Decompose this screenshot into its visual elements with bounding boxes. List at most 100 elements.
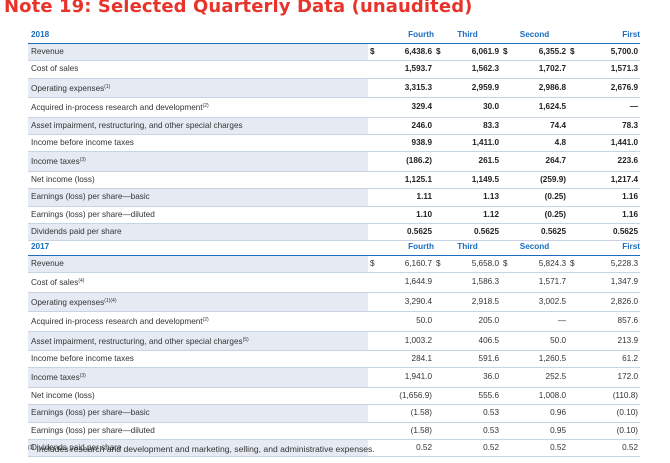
currency-symbol — [501, 439, 514, 458]
cell-value-second: 1,702.7 — [513, 60, 569, 79]
currency-symbol — [368, 78, 380, 99]
quarter-header-fourth: Fourth — [368, 26, 435, 44]
cell-value-first: 172.0 — [580, 367, 641, 388]
currency-symbol: $ — [368, 255, 380, 274]
cell-value-fourth: (1.58) — [380, 404, 435, 423]
cell-value-fourth: 3,315.3 — [380, 78, 435, 99]
currency-symbol — [434, 60, 447, 79]
cell-value-fourth: 246.0 — [380, 117, 435, 136]
currency-symbol — [434, 331, 447, 352]
cell-value-fourth: 1,593.7 — [380, 60, 435, 79]
cell-value-first: (110.8) — [580, 387, 641, 406]
table-row: Asset impairment, restructuring, and oth… — [28, 117, 641, 136]
row-label-text: Net income (loss) — [31, 174, 95, 184]
currency-symbol — [501, 171, 514, 190]
cell-value-fourth: (186.2) — [380, 151, 435, 172]
currency-symbol — [568, 404, 581, 423]
currency-symbol — [568, 117, 581, 136]
currency-symbol — [368, 367, 380, 388]
currency-symbol — [568, 60, 581, 79]
cell-value-second: 0.95 — [513, 422, 569, 441]
cell-value-second: (0.25) — [513, 188, 569, 207]
row-label: Operating expenses(1) — [28, 78, 368, 99]
cell-value-first: 1.16 — [580, 206, 641, 225]
currency-symbol — [434, 171, 447, 190]
row-label-text: Asset impairment, restructuring, and oth… — [31, 120, 243, 130]
row-label-text: Net income (loss) — [31, 390, 95, 400]
cell-value-fourth: 1,003.2 — [380, 331, 435, 352]
row-label-text: Income before income taxes — [31, 354, 134, 364]
cell-value-first: 5,228.3 — [580, 255, 641, 274]
cell-value-fourth: 6,160.7 — [380, 255, 435, 274]
cell-value-third: 591.6 — [446, 350, 502, 369]
cell-value-third: 1,149.5 — [446, 171, 502, 190]
cell-value-second: 2,986.8 — [513, 78, 569, 99]
currency-symbol — [434, 117, 447, 136]
cell-value-fourth: 284.1 — [380, 350, 435, 369]
currency-symbol — [568, 439, 581, 458]
currency-symbol — [368, 350, 380, 369]
row-label: Earnings (loss) per share—basic — [28, 404, 368, 423]
row-label: Net income (loss) — [28, 171, 368, 190]
footnote-ref: (1) — [104, 83, 111, 90]
currency-symbol — [368, 422, 380, 441]
table-row: Income taxes(3) 1,941.0 36.0 252.5 172.0 — [28, 367, 641, 388]
cell-value-first: 0.52 — [580, 439, 641, 458]
currency-symbol — [434, 188, 447, 207]
currency-symbol — [568, 206, 581, 225]
row-label: Income before income taxes — [28, 134, 368, 153]
cell-value-first: 61.2 — [580, 350, 641, 369]
row-label: Net income (loss) — [28, 387, 368, 406]
row-label-text: Operating expenses — [31, 83, 105, 93]
table-row: Acquired in-process research and develop… — [28, 97, 641, 118]
currency-symbol — [434, 367, 447, 388]
currency-symbol — [501, 350, 514, 369]
cell-value-first: 5,700.0 — [580, 43, 641, 62]
row-label: Earnings (loss) per share—diluted — [28, 206, 368, 225]
currency-symbol — [434, 387, 447, 406]
cell-value-fourth: (1,656.9) — [380, 387, 435, 406]
row-label: Operating expenses(1)(4) — [28, 292, 368, 313]
table-row: Dividends paid per share 0.5625 0.5625 0.56… — [28, 223, 641, 242]
cell-value-first: 857.6 — [580, 311, 641, 332]
currency-symbol — [501, 404, 514, 423]
cell-value-first: 223.6 — [580, 151, 641, 172]
cell-value-third: 2,959.9 — [446, 78, 502, 99]
year-label: 2018 — [28, 26, 368, 44]
currency-symbol — [501, 60, 514, 79]
cell-value-third: 1,586.3 — [446, 272, 502, 293]
cell-value-third: 261.5 — [446, 151, 502, 172]
currency-symbol — [368, 60, 380, 79]
row-label: Income taxes(3) — [28, 367, 368, 388]
currency-symbol — [368, 97, 380, 118]
table-row: Asset impairment, restructuring, and oth… — [28, 331, 641, 352]
cell-value-third: 0.53 — [446, 404, 502, 423]
footnote-ref: (5) — [242, 336, 249, 343]
row-label-text: Earnings (loss) per share—basic — [31, 408, 150, 418]
table-row: Revenue $6,438.6 $6,061.9 $6,355.2 $5,700.0 — [28, 43, 641, 62]
row-label: Asset impairment, restructuring, and oth… — [28, 117, 368, 136]
cell-value-second: (0.25) — [513, 206, 569, 225]
table-row: Revenue $6,160.7 $5,658.0 $5,824.3 $5,228.3 — [28, 255, 641, 274]
table-row: Net income (loss) 1,125.1 1,149.5 (259.9) 1,… — [28, 171, 641, 190]
currency-symbol — [434, 422, 447, 441]
currency-symbol — [434, 97, 447, 118]
row-label: Acquired in-process research and develop… — [28, 311, 368, 332]
currency-symbol — [434, 350, 447, 369]
currency-symbol: $ — [434, 43, 447, 62]
cell-value-second: 3,002.5 — [513, 292, 569, 313]
row-label-text: Revenue — [31, 47, 64, 56]
cell-value-first: 1,571.3 — [580, 60, 641, 79]
cell-value-third: 5,658.0 — [446, 255, 502, 274]
currency-symbol: $ — [501, 255, 514, 274]
row-label-text: Earnings (loss) per share—diluted — [31, 425, 155, 435]
currency-symbol — [368, 206, 380, 225]
cell-value-second: 4.8 — [513, 134, 569, 153]
cell-value-first: 78.3 — [580, 117, 641, 136]
cell-value-third: 406.5 — [446, 331, 502, 352]
cell-value-fourth: (1.58) — [380, 422, 435, 441]
currency-symbol — [501, 311, 514, 332]
currency-symbol — [501, 151, 514, 172]
table-row: Income before income taxes 938.9 1,411.0 4.… — [28, 134, 641, 153]
currency-symbol — [434, 206, 447, 225]
